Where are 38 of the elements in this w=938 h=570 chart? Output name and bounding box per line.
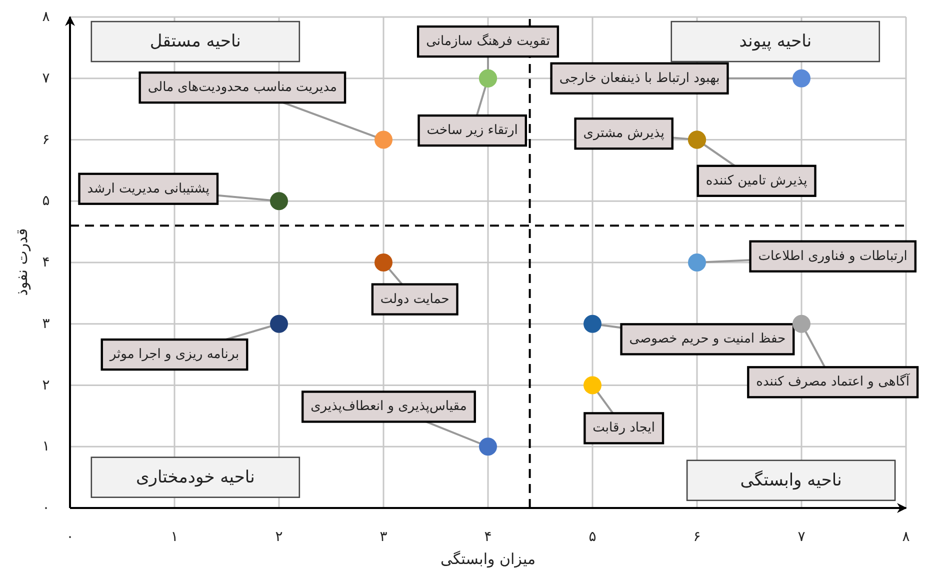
y-tick-label: ۸ [42, 9, 50, 25]
y-tick-label: ۰ [42, 500, 50, 516]
y-tick-label: ۱ [42, 438, 50, 455]
y-tick-label: ۶ [42, 132, 50, 148]
series-label: حمایت دولت [380, 292, 450, 307]
text: ایجاد رقابت [592, 420, 656, 436]
y-tick-label: ۷ [42, 70, 50, 86]
x-tick-label: ۱ [170, 529, 178, 545]
text: آگاهی و اعتماد مصرف کننده [756, 372, 911, 390]
series-label: پذیرش تامین کننده [706, 173, 808, 188]
x-axis-title: میزان وابستگی [440, 550, 536, 568]
x-tick-label: ۵ [588, 529, 596, 545]
x-tick-label: ۴ [484, 529, 492, 545]
series-label: پذیرش مشتری [583, 126, 665, 142]
annotation: ناحیه وابستگی [740, 469, 842, 490]
text: ارتقاء زیر ساخت [426, 123, 518, 138]
y-tick-label: ۲ [42, 377, 50, 394]
annotation: ناحیه خودمختاری [136, 467, 255, 488]
text: حفظ امنیت و حریم خصوصی [629, 332, 786, 347]
annotation: ناحیه پیوند [739, 32, 812, 52]
text: تقویت فرهنگ سازمانی [426, 33, 550, 50]
x-tick-label: ۷ [798, 529, 806, 545]
x-tick-label: ۳ [380, 529, 388, 545]
x-tick-label: ۲ [275, 529, 283, 545]
text: بهبود ارتباط با ذینفعان خارجی [559, 70, 720, 86]
annotation: ناحیه مستقل [150, 32, 241, 52]
y-tick-label: ۳ [42, 316, 50, 332]
text: مدیریت مناسب محدودیت‌های مالی [148, 80, 338, 96]
x-tick-label: ۰ [66, 529, 74, 545]
y-axis-title: قدرت نفوذ [13, 228, 31, 296]
text: مقیاس‌پذیری و انعطاف‌پذیری [310, 399, 467, 414]
y-tick-label: ۵ [42, 193, 50, 210]
text: برنامه ریزی و اجرا موثر [108, 347, 240, 362]
text: ارتباطات و فناوری اطلاعات [758, 248, 908, 264]
x-tick-label: ۶ [693, 529, 701, 545]
text: پشتیبانی مدیریت ارشد [87, 181, 210, 196]
y-tick-label: ۴ [42, 254, 50, 270]
x-tick-label: ۸ [902, 529, 910, 545]
